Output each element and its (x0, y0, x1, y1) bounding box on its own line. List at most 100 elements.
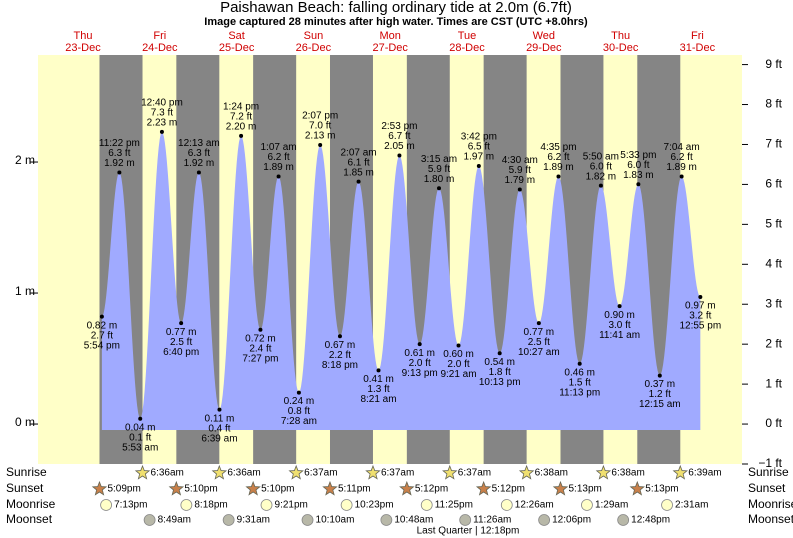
sunrise-time: 6:37am (381, 468, 414, 479)
row-label: Moonrise (6, 497, 56, 511)
moonrise-time: 2:31am (675, 500, 708, 511)
moonrise-icon (260, 499, 273, 511)
weekday-label: Mon (379, 30, 400, 42)
row-label: Sunrise (6, 465, 47, 479)
tide-label: 3:42 pm (461, 132, 497, 143)
y2-tick-label: 8 ft (765, 97, 782, 111)
moonrise-icon (100, 499, 112, 511)
y2-tick-label: 6 ft (765, 177, 782, 191)
sunrise-time: 6:38am (611, 468, 644, 479)
tide-label: 2:53 pm (381, 121, 417, 132)
tide-label: 6:40 pm (163, 347, 199, 358)
date-label: 30-Dec (603, 42, 639, 54)
date-label: 26-Dec (296, 42, 332, 54)
weekday-label: Fri (153, 30, 166, 42)
sunrise-time: 6:37am (458, 468, 491, 479)
weekday-label: Thu (611, 30, 630, 42)
y2-tick-label: 0 ft (765, 416, 782, 430)
weekday-label: Wed (533, 30, 555, 42)
tide-label: 7.3 ft (151, 108, 173, 119)
tide-label: 3.0 ft (608, 320, 630, 331)
row-label: Moonrise (748, 497, 793, 511)
tide-label: 4:30 am (502, 155, 538, 166)
sunrise-time: 6:37am (304, 468, 337, 479)
date-label: 31-Dec (680, 42, 716, 54)
moonset-icon (538, 514, 551, 526)
date-label: 24-Dec (142, 42, 178, 54)
tide-point (556, 174, 561, 179)
moonset-time: 10:10am (316, 515, 355, 526)
tide-label: 8:21 am (360, 394, 396, 405)
moonrise-icon (661, 499, 673, 511)
tide-label: 6.2 ft (670, 152, 692, 163)
moonset-icon (380, 514, 393, 526)
tide-label: 2.5 ft (528, 337, 550, 348)
y2-tick-label: 5 ft (765, 217, 782, 231)
tide-point (598, 183, 603, 188)
tide-label: 10:27 am (518, 347, 560, 358)
moonset-icon (617, 514, 630, 526)
tide-label: 5.9 ft (428, 164, 450, 175)
tide-label: 2.0 ft (447, 359, 469, 370)
y2-tick-label: 1 ft (765, 376, 782, 390)
tide-label: 1.85 m (343, 167, 374, 178)
tide-label: 9:13 pm (402, 368, 438, 379)
weekday-label: Sat (228, 30, 245, 42)
tide-label: 12:40 pm (141, 98, 183, 109)
sunset-icon (399, 480, 415, 496)
tide-label: 1.8 ft (489, 367, 511, 378)
sunset-time: 5:13pm (568, 484, 601, 495)
tide-point (276, 174, 281, 179)
moonset-time: 11:26am (473, 515, 511, 526)
tide-point (239, 133, 244, 138)
tide-label: 1.92 m (104, 158, 135, 169)
tide-label: 6.1 ft (347, 157, 369, 168)
tide-label: 7:04 am (664, 142, 700, 153)
tide-label: 0.54 m (484, 357, 515, 368)
sunset-icon (629, 480, 646, 496)
row-label: Sunset (748, 481, 786, 495)
tide-point (577, 361, 582, 366)
tide-point (99, 314, 104, 319)
tide-label: 3.2 ft (689, 311, 711, 322)
sunrise-time: 6:38am (535, 468, 568, 479)
tide-label: 10:13 pm (479, 377, 521, 388)
moonset-time: 10:48am (394, 515, 433, 526)
tide-point (138, 416, 143, 421)
moonset-time: 12:48pm (631, 515, 670, 526)
date-label: 25-Dec (219, 42, 255, 54)
sunrise-icon (442, 464, 458, 480)
tide-label: 5:33 pm (620, 150, 656, 161)
tide-point (497, 351, 502, 356)
weekday-label: Sun (304, 30, 324, 42)
tide-point (636, 182, 641, 187)
tide-label: 5.9 ft (509, 165, 531, 176)
tide-label: 0.4 ft (208, 423, 230, 434)
tide-point (476, 163, 481, 168)
tide-point (337, 334, 342, 339)
row-label: Moonset (6, 512, 53, 526)
sunrise-time: 6:36am (151, 468, 184, 479)
moonrise-time: 12:26am (515, 500, 554, 511)
moonrise-time: 10:23pm (355, 500, 394, 511)
sunrise-icon (211, 464, 228, 480)
tide-label: 2:07 pm (302, 111, 338, 122)
tide-label: 11:22 pm (99, 138, 140, 149)
tide-label: 7:27 pm (242, 353, 278, 364)
moon-phase: Last Quarter | 12:18pm (417, 526, 520, 537)
date-label: 29-Dec (526, 42, 562, 54)
moonrise-icon (180, 499, 193, 511)
tide-label: 11:41 am (599, 330, 640, 341)
y-tick-label: 2 m (15, 153, 35, 167)
moonset-icon (459, 514, 472, 526)
tide-label: 2.5 ft (170, 337, 192, 348)
tide-point (437, 186, 441, 191)
tide-label: 2.20 m (226, 121, 257, 132)
tide-label: 7:28 am (281, 416, 317, 427)
tide-area (101, 131, 701, 431)
tide-label: 0.8 ft (288, 406, 310, 417)
moonrise-icon (500, 499, 513, 511)
tide-label: 0.04 m (125, 422, 156, 433)
tide-label: 9:21 am (440, 369, 476, 380)
sunrise-icon (288, 464, 304, 480)
